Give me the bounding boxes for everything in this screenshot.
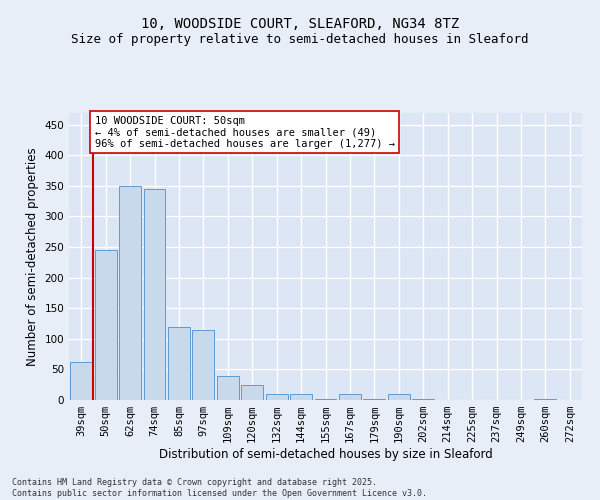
Bar <box>193 330 214 400</box>
Text: 10, WOODSIDE COURT, SLEAFORD, NG34 8TZ: 10, WOODSIDE COURT, SLEAFORD, NG34 8TZ <box>141 18 459 32</box>
Bar <box>290 394 312 400</box>
Text: 10 WOODSIDE COURT: 50sqm
← 4% of semi-detached houses are smaller (49)
96% of se: 10 WOODSIDE COURT: 50sqm ← 4% of semi-de… <box>95 116 395 149</box>
Bar <box>388 394 410 400</box>
Bar <box>95 250 116 400</box>
X-axis label: Distribution of semi-detached houses by size in Sleaford: Distribution of semi-detached houses by … <box>158 448 493 461</box>
Bar <box>217 376 239 400</box>
Bar <box>168 326 190 400</box>
Bar <box>241 384 263 400</box>
Bar <box>143 189 166 400</box>
Text: Contains HM Land Registry data © Crown copyright and database right 2025.
Contai: Contains HM Land Registry data © Crown c… <box>12 478 427 498</box>
Bar <box>70 362 92 400</box>
Y-axis label: Number of semi-detached properties: Number of semi-detached properties <box>26 147 39 366</box>
Bar <box>119 186 141 400</box>
Bar <box>339 394 361 400</box>
Bar <box>266 394 287 400</box>
Text: Size of property relative to semi-detached houses in Sleaford: Size of property relative to semi-detach… <box>71 32 529 46</box>
